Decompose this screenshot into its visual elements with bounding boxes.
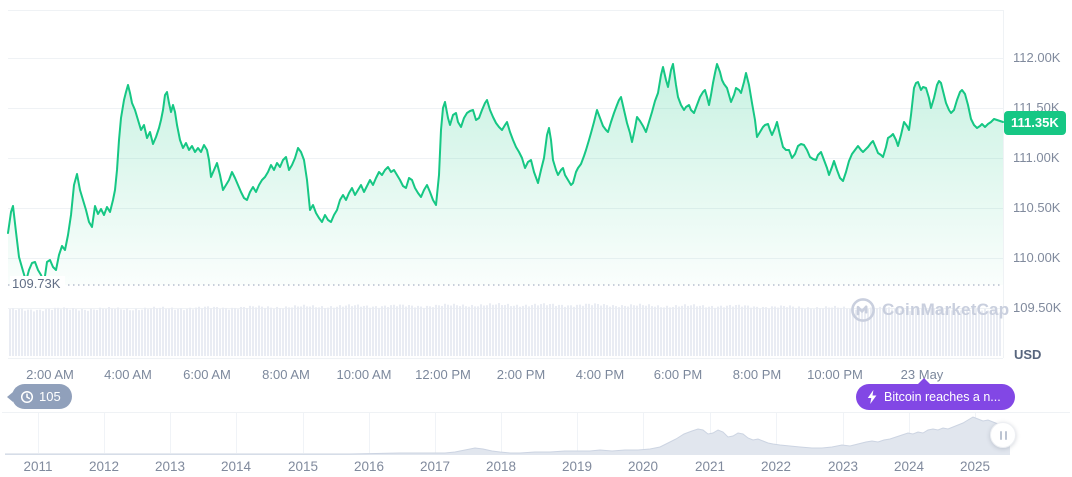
annotation-history-button[interactable]: 105 [7,384,72,409]
price-area [7,63,1004,285]
year-axis-tick: 2024 [893,459,925,474]
volume-bars [9,303,1001,356]
time-axis-tick: 10:00 AM [336,367,392,382]
time-axis-tick: 2:00 AM [26,367,74,382]
time-axis-tick: 4:00 PM [575,367,625,382]
news-annotation-badge[interactable]: Bitcoin reaches a n... [856,378,1015,410]
watermark: CoinMarketCap [850,297,1009,323]
lightning-bolt-icon [867,390,877,404]
time-axis-tick: 12:00 PM [415,367,471,382]
minimap-drag-handle[interactable] [990,422,1016,448]
y-axis-tick: 111.00K [1013,150,1060,165]
low-price-label: 109.73K [10,276,66,291]
coinmarketcap-logo-icon [850,297,876,323]
minimap-area[interactable] [2,412,1070,456]
time-axis-tick: 23 May [900,367,944,382]
year-axis-tick: 2017 [419,459,451,474]
time-axis-tick: 8:00 AM [262,367,310,382]
year-axis-tick: 2018 [485,459,517,474]
time-axis-tick: 2:00 PM [496,367,546,382]
time-axis-tick: 6:00 PM [653,367,703,382]
year-axis-tick: 2012 [88,459,120,474]
year-axis-tick: 2011 [23,459,53,474]
year-axis-tick: 2014 [220,459,252,474]
year-axis-tick: 2015 [287,459,319,474]
time-axis-tick: 8:00 PM [732,367,782,382]
y-axis-tick: 110.50K [1013,200,1061,215]
y-axis-tick: 110.00K [1013,250,1061,265]
year-axis-tick: 2019 [561,459,593,474]
news-annotation-text: Bitcoin reaches a n... [884,390,1001,404]
time-axis-tick: 6:00 AM [183,367,231,382]
year-axis-tick: 2013 [154,459,186,474]
time-axis-tick: 4:00 AM [104,367,152,382]
current-price-badge: 111.35K [1004,111,1066,135]
annotation-count: 105 [39,389,61,404]
y-axis-tick: 109.50K [1013,300,1062,315]
year-axis-tick: 2016 [353,459,385,474]
quote-unit-label: USD [1014,347,1042,362]
year-axis-tick: 2021 [694,459,726,474]
watermark-text: CoinMarketCap [882,300,1010,319]
year-axis-tick: 2022 [760,459,792,474]
history-clock-icon [20,390,34,404]
year-axis-tick: 2023 [827,459,859,474]
time-axis-tick: 10:00 PM [807,367,863,382]
y-axis-tick: 112.00K [1013,50,1061,65]
year-axis-tick: 2020 [627,459,659,474]
year-axis-tick: 2025 [959,459,991,474]
